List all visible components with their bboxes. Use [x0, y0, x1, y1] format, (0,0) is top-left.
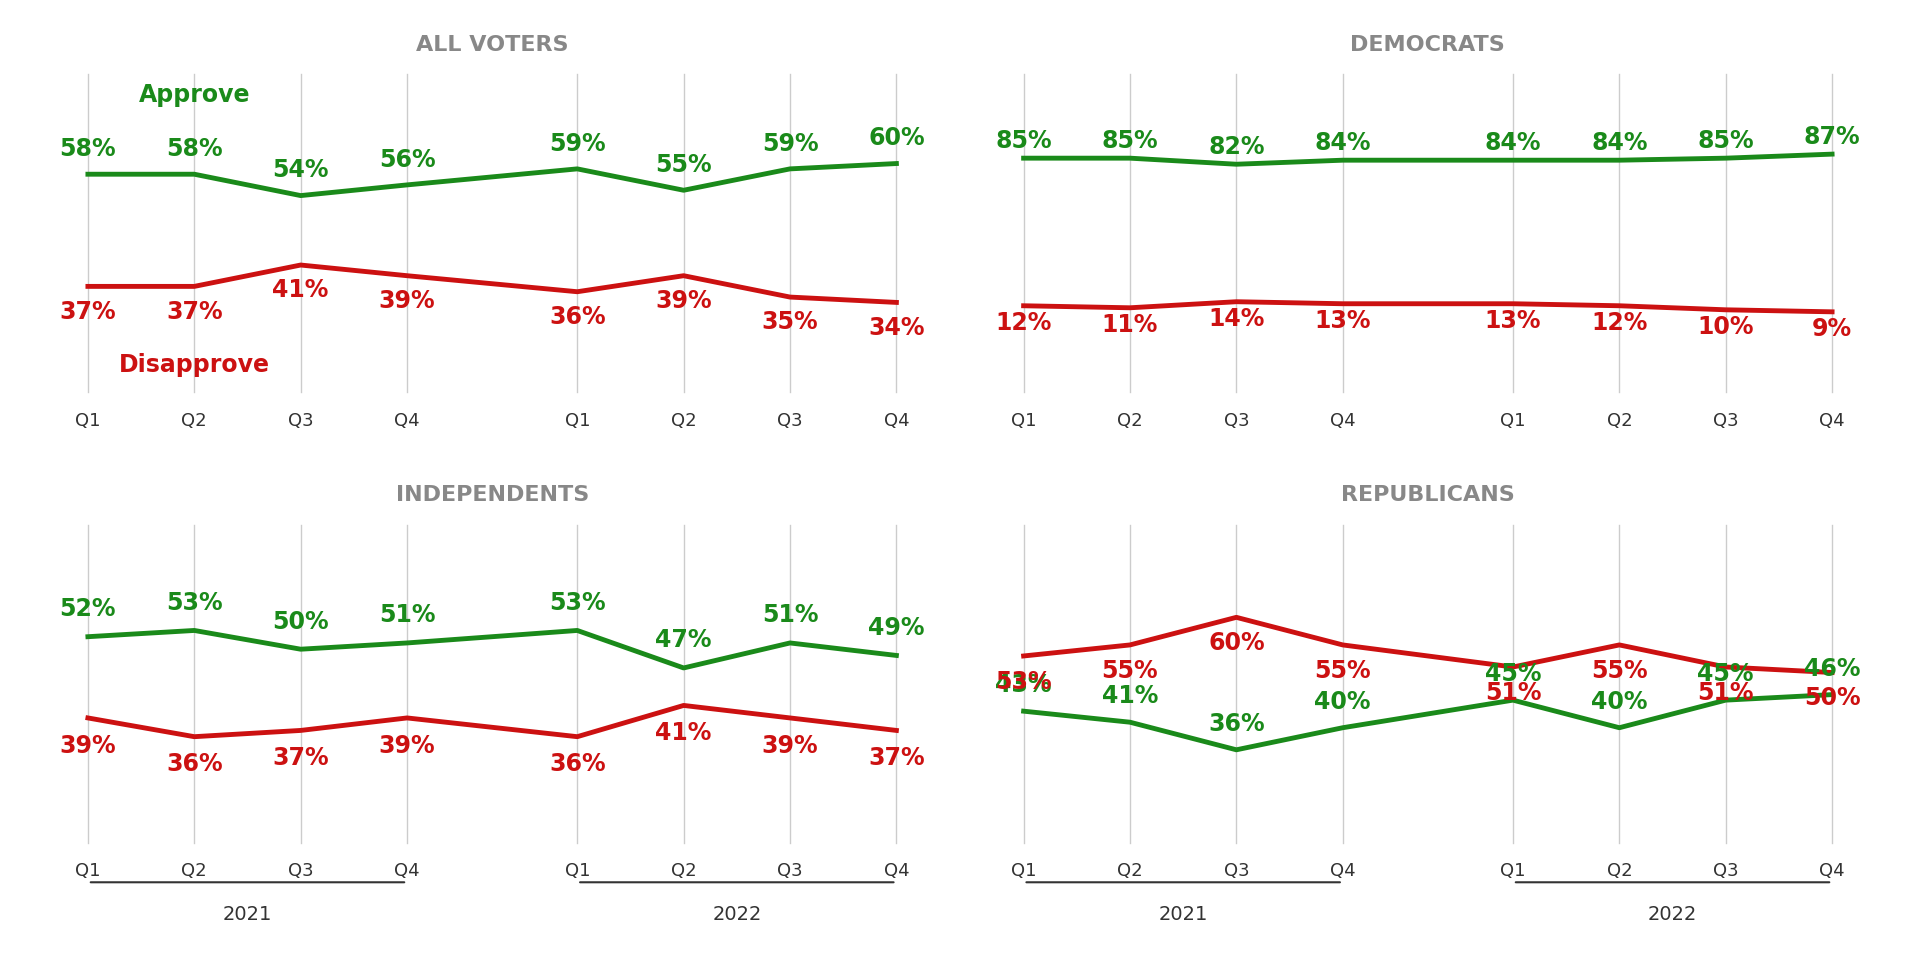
Text: 59%: 59%: [549, 132, 605, 156]
Text: 84%: 84%: [1592, 132, 1647, 156]
Text: 12%: 12%: [995, 311, 1052, 335]
Text: 40%: 40%: [1315, 690, 1371, 714]
Text: 36%: 36%: [1208, 712, 1265, 736]
Text: 39%: 39%: [378, 289, 436, 313]
Text: 10%: 10%: [1697, 315, 1755, 339]
Text: 47%: 47%: [655, 629, 712, 653]
Text: 85%: 85%: [1102, 129, 1158, 153]
Text: 37%: 37%: [60, 300, 117, 324]
Text: 55%: 55%: [655, 153, 712, 177]
Text: 55%: 55%: [1102, 659, 1158, 683]
Text: 13%: 13%: [1315, 309, 1371, 333]
Text: 51%: 51%: [762, 603, 818, 627]
Title: ALL VOTERS: ALL VOTERS: [417, 35, 568, 55]
Text: 12%: 12%: [1592, 311, 1647, 335]
Text: 52%: 52%: [60, 597, 117, 621]
Text: 41%: 41%: [273, 278, 328, 302]
Text: 2022: 2022: [712, 905, 762, 924]
Text: 51%: 51%: [378, 603, 436, 627]
Text: 43%: 43%: [995, 673, 1052, 697]
Text: 54%: 54%: [273, 158, 328, 182]
Text: 53%: 53%: [165, 590, 223, 614]
Text: 45%: 45%: [1484, 662, 1542, 686]
Text: 13%: 13%: [1484, 309, 1542, 333]
Text: 55%: 55%: [1315, 659, 1371, 683]
Text: 51%: 51%: [1697, 681, 1755, 705]
Text: 2021: 2021: [1158, 905, 1208, 924]
Text: Disapprove: Disapprove: [119, 353, 271, 377]
Text: 85%: 85%: [995, 129, 1052, 153]
Text: 45%: 45%: [1697, 662, 1755, 686]
Text: 35%: 35%: [762, 310, 818, 334]
Text: 56%: 56%: [378, 148, 436, 172]
Text: 37%: 37%: [165, 300, 223, 324]
Title: DEMOCRATS: DEMOCRATS: [1350, 35, 1505, 55]
Text: 14%: 14%: [1208, 307, 1265, 331]
Text: 41%: 41%: [655, 721, 712, 745]
Text: 82%: 82%: [1208, 135, 1265, 159]
Text: 39%: 39%: [378, 733, 436, 757]
Text: 9%: 9%: [1812, 317, 1853, 341]
Text: 34%: 34%: [868, 316, 925, 340]
Text: 53%: 53%: [995, 670, 1052, 694]
Text: Approve: Approve: [138, 84, 250, 108]
Text: 49%: 49%: [868, 615, 925, 639]
Text: 87%: 87%: [1803, 125, 1860, 149]
Text: 2022: 2022: [1647, 905, 1697, 924]
Text: 2021: 2021: [223, 905, 273, 924]
Text: 58%: 58%: [165, 137, 223, 161]
Text: 36%: 36%: [549, 305, 605, 329]
Text: 50%: 50%: [1803, 686, 1860, 710]
Text: 50%: 50%: [273, 610, 328, 634]
Text: 60%: 60%: [1208, 631, 1265, 655]
Text: 46%: 46%: [1803, 657, 1860, 681]
Text: 39%: 39%: [762, 733, 818, 757]
Text: 40%: 40%: [1592, 690, 1647, 714]
Text: 36%: 36%: [165, 753, 223, 777]
Title: REPUBLICANS: REPUBLICANS: [1340, 486, 1515, 505]
Text: 53%: 53%: [549, 590, 605, 614]
Title: INDEPENDENTS: INDEPENDENTS: [396, 486, 589, 505]
Text: 84%: 84%: [1315, 132, 1371, 156]
Text: 51%: 51%: [1484, 681, 1542, 705]
Text: 60%: 60%: [868, 126, 925, 150]
Text: 41%: 41%: [1102, 684, 1158, 708]
Text: 84%: 84%: [1484, 132, 1542, 156]
Text: 58%: 58%: [60, 137, 117, 161]
Text: 85%: 85%: [1697, 129, 1755, 153]
Text: 39%: 39%: [655, 289, 712, 313]
Text: 59%: 59%: [762, 132, 818, 156]
Text: 11%: 11%: [1102, 313, 1158, 337]
Text: 37%: 37%: [273, 746, 328, 770]
Text: 37%: 37%: [868, 746, 925, 770]
Text: 39%: 39%: [60, 733, 117, 757]
Text: 36%: 36%: [549, 753, 605, 777]
Text: 55%: 55%: [1592, 659, 1647, 683]
